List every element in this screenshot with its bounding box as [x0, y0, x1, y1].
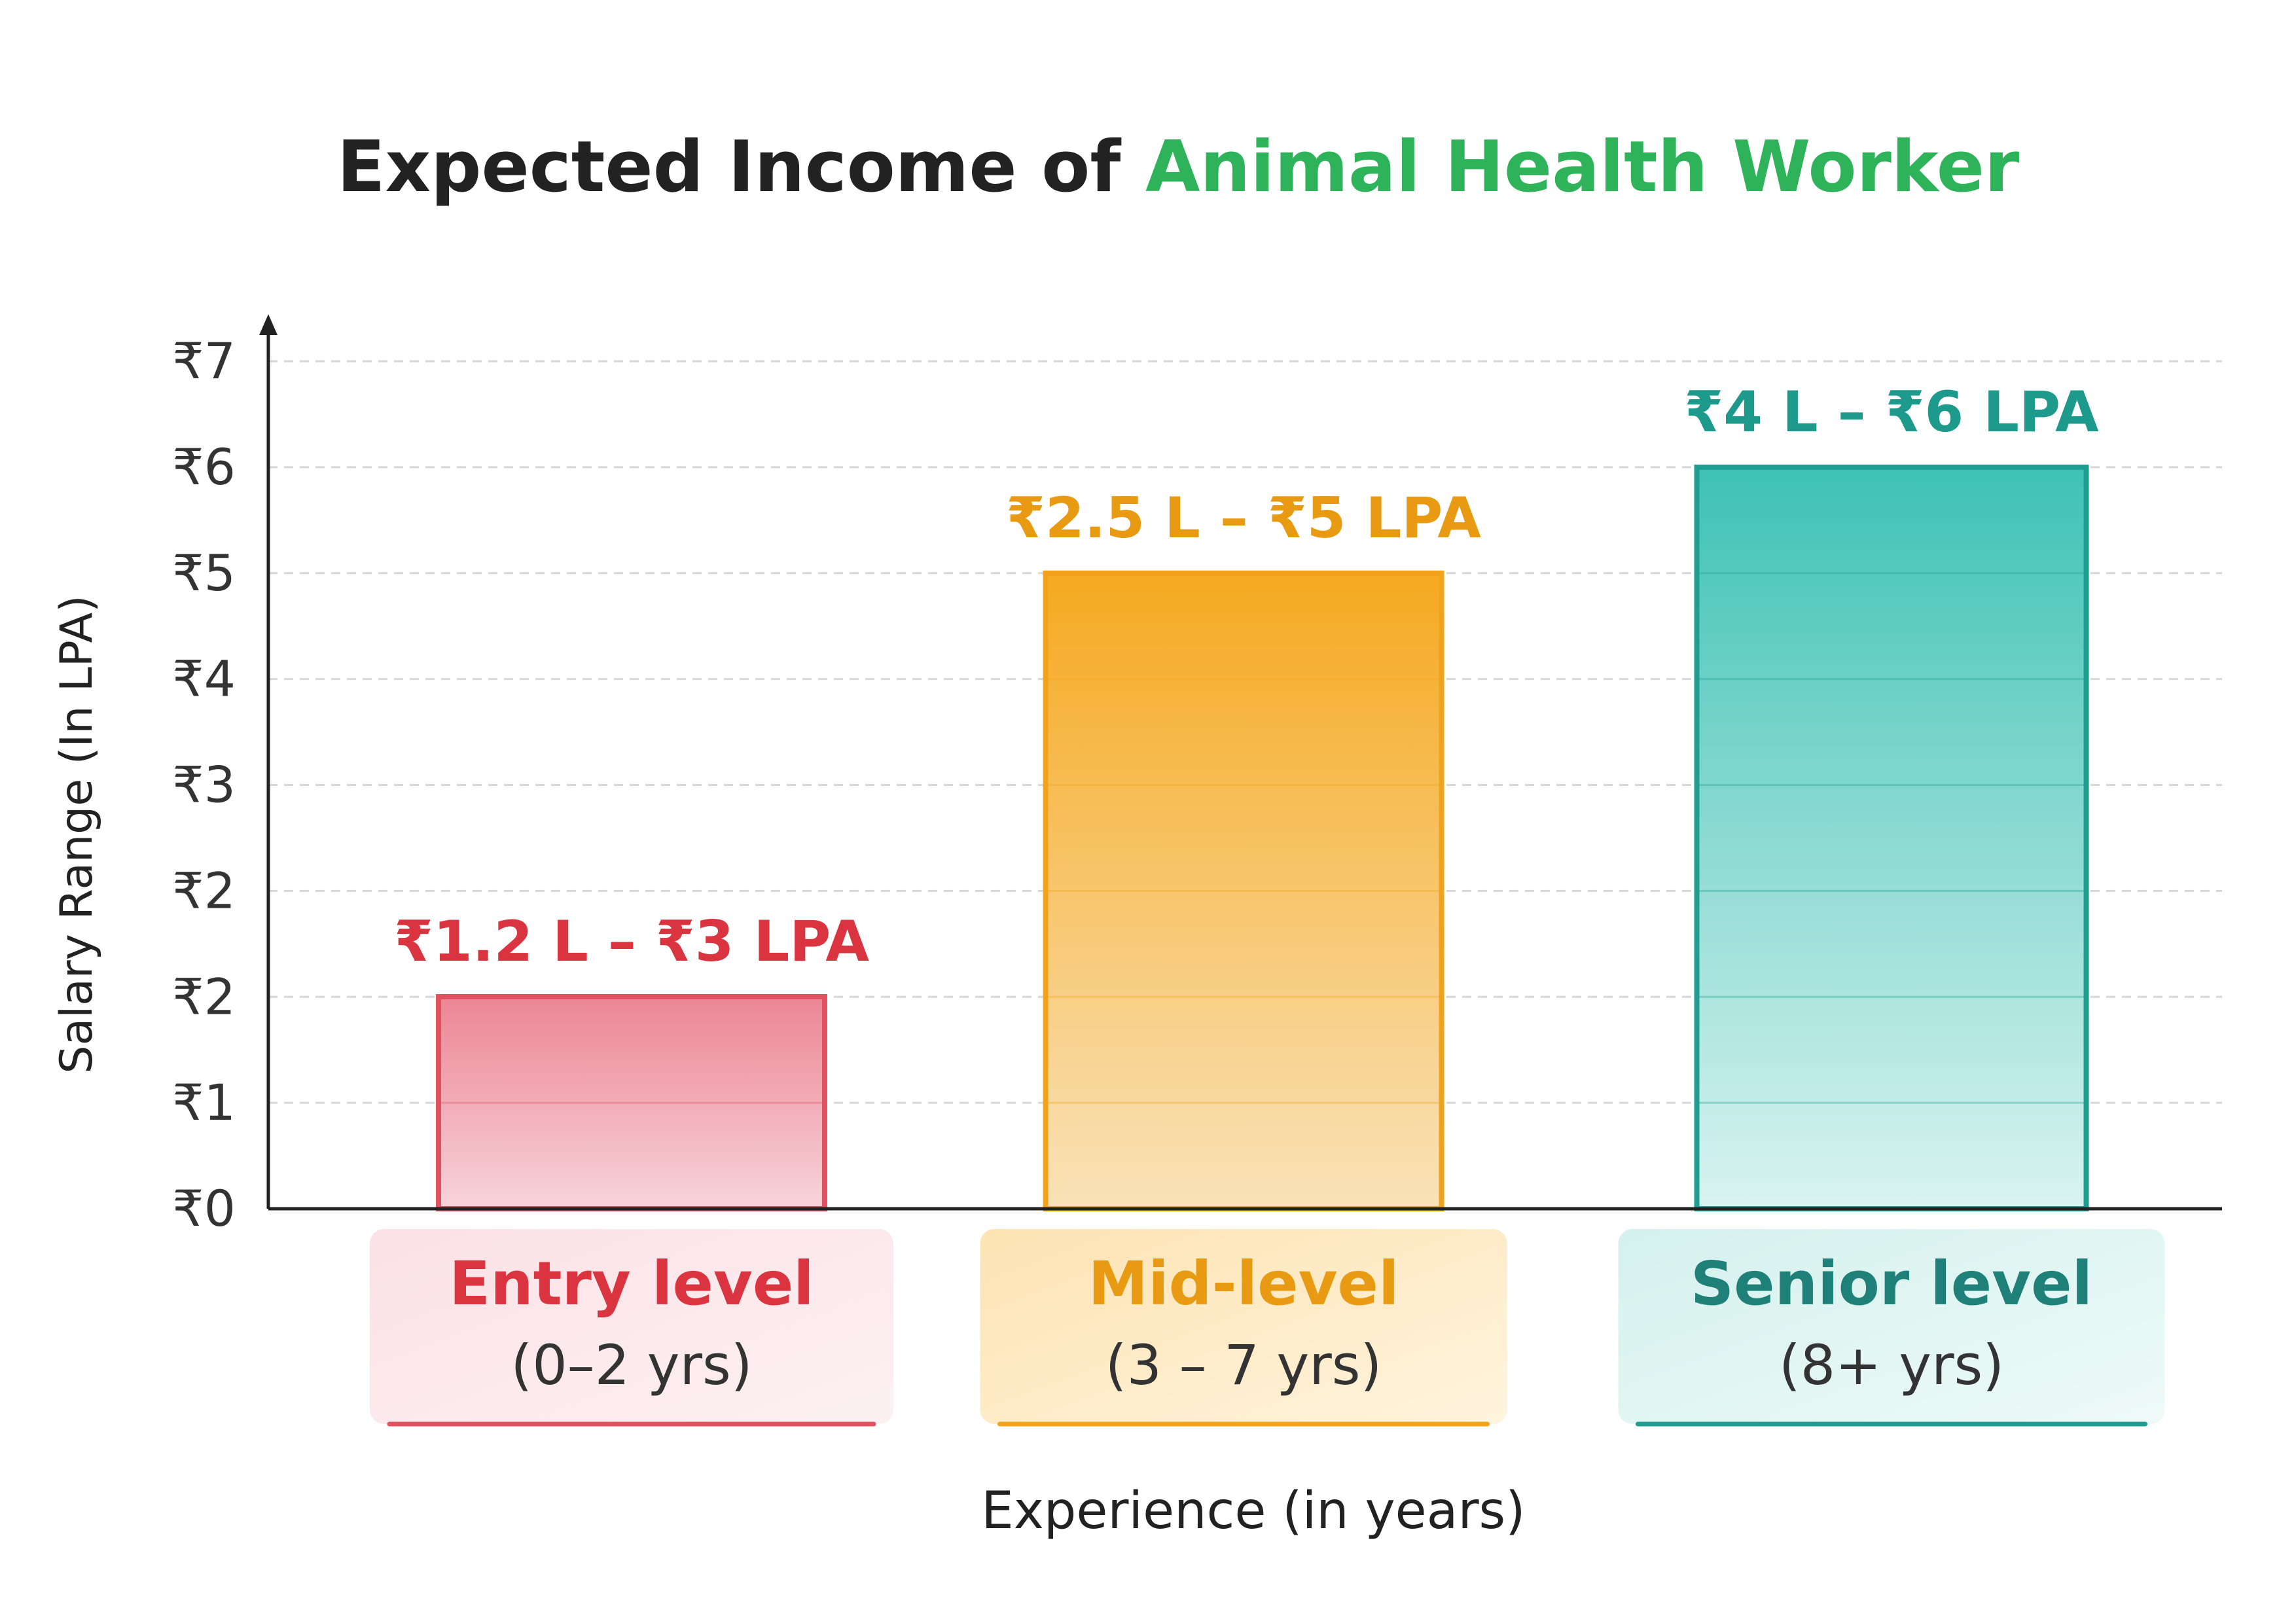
y-tick-label: ₹5: [172, 544, 236, 602]
y-axis-label: Salary Range (In LPA): [51, 595, 103, 1073]
category-years: (0–2 yrs): [511, 1333, 752, 1397]
category-years: (8+ yrs): [1779, 1333, 2004, 1397]
bar: [1043, 570, 1444, 1211]
category-chip: Senior level (8+ yrs): [1618, 1229, 2165, 1427]
y-tick-label: ₹1: [172, 1073, 236, 1132]
y-axis-arrow-icon: [259, 314, 278, 335]
bar-group: [436, 994, 827, 1211]
y-tick-label: ₹2: [172, 861, 236, 919]
category-chip-bg: [980, 1229, 1507, 1424]
y-tick-labels: ₹0 ₹1 ₹2 ₹2 ₹3 ₹4 ₹5 ₹6 ₹7: [172, 332, 236, 1238]
y-tick-label: ₹2: [172, 967, 236, 1026]
category-labels: Entry level (0–2 yrs) Mid-level (3 – 7 yrs)…: [370, 1229, 2165, 1427]
bar-value-label: ₹2.5 L – ₹5 LPA: [1006, 486, 1481, 551]
axes: [259, 314, 2222, 1211]
chart-title-prefix: Expected Income of: [337, 126, 1145, 208]
chart-title: Expected Income of Animal Health Worker: [337, 126, 2020, 208]
category-chip: Mid-level (3 – 7 yrs): [980, 1229, 1507, 1427]
y-tick-label: ₹0: [172, 1179, 236, 1238]
category-name: Senior level: [1691, 1249, 2092, 1319]
bars: [436, 464, 2089, 1211]
category-years: (3 – 7 yrs): [1105, 1333, 1382, 1397]
category-chip-bg: [1618, 1229, 2165, 1424]
y-tick-label: ₹6: [172, 438, 236, 496]
value-labels: ₹1.2 L – ₹3 LPA ₹2.5 L – ₹5 LPA ₹4 L – ₹6 …: [394, 380, 2099, 974]
bar: [436, 994, 827, 1211]
category-name: Mid-level: [1088, 1249, 1399, 1319]
category-name: Entry level: [449, 1249, 814, 1319]
x-axis-label: Experience (in years): [981, 1482, 1525, 1541]
category-chip: Entry level (0–2 yrs): [370, 1229, 893, 1427]
category-chip-bg: [370, 1229, 893, 1424]
y-tick-label: ₹3: [172, 756, 236, 814]
chart-title-highlight: Animal Health Worker: [1145, 126, 2019, 208]
bar-group: [1694, 464, 2089, 1211]
bar-group: [1043, 570, 1444, 1211]
y-tick-label: ₹4: [172, 650, 236, 708]
y-tick-label: ₹7: [172, 332, 236, 390]
bar-value-label: ₹4 L – ₹6 LPA: [1684, 380, 2099, 445]
bar: [1694, 464, 2089, 1211]
bar-value-label: ₹1.2 L – ₹3 LPA: [394, 909, 869, 974]
